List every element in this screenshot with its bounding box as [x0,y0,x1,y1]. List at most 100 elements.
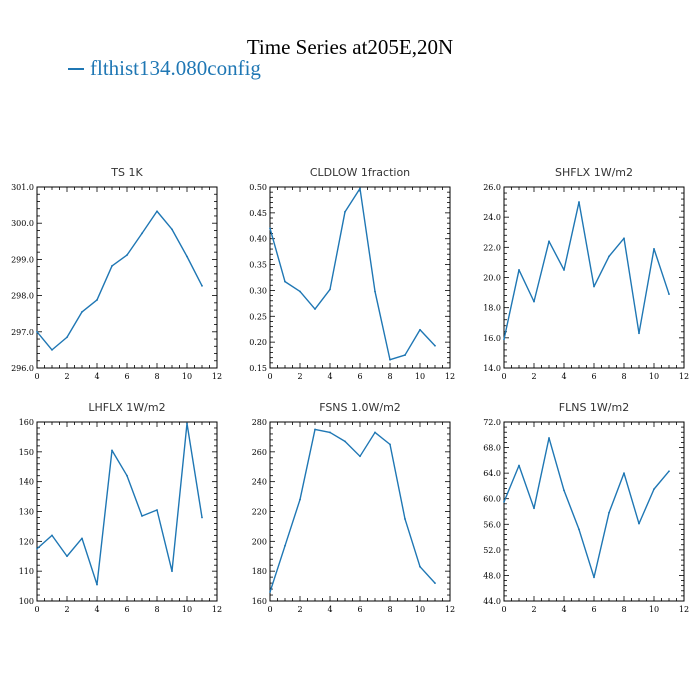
x-tick-label: 4 [327,372,332,381]
data-point [126,474,128,477]
x-tick-label: 4 [327,605,332,614]
data-point [111,449,113,452]
y-tick-label: 160 [19,418,34,427]
data-point [668,293,670,295]
panel-title: SHFLX 1W/m2 [555,166,633,179]
y-tick-label: 52.0 [483,546,501,555]
data-point [389,443,391,446]
series-line [503,437,670,579]
series-line [503,201,670,340]
y-tick-label: 298.0 [11,292,34,301]
y-tick-label: 68.0 [483,444,501,453]
x-tick-label: 10 [182,372,192,381]
legend: flthist134.080config [68,56,261,81]
x-tick-label: 8 [621,372,626,381]
panel-6: FLNS 1W/m2 0 2 4 6 8 10 12 44.0 48.0 52.0 56.0 60.0 6… [483,401,689,614]
y-tick-label: 297.0 [11,328,34,337]
data-point [434,582,436,584]
data-point [608,255,610,258]
y-tick-label: 160 [252,597,267,606]
data-point [186,422,188,425]
x-tick-label: 6 [591,605,596,614]
x-tick-label: 0 [267,605,272,614]
x-tick-label: 10 [415,372,425,381]
y-tick-label: 26.0 [483,183,501,192]
data-point [36,547,38,550]
x-tick-label: 8 [621,605,626,614]
x-tick-label: 4 [561,372,566,381]
y-tick-label: 24.0 [483,213,501,222]
data-point [578,528,580,531]
data-point [404,518,406,520]
x-tick-label: 10 [415,605,425,614]
y-tick-label: 180 [252,567,267,576]
x-tick-label: 2 [64,605,69,614]
x-tick-label: 2 [297,372,302,381]
data-point [503,338,505,341]
data-point [668,470,670,473]
y-tick-label: 150 [19,448,34,457]
data-point [548,437,550,439]
x-tick-label: 10 [182,605,192,614]
data-point [36,330,38,333]
x-tick-label: 12 [679,605,689,614]
data-point [269,227,271,230]
data-point [329,288,331,291]
data-point [623,237,625,240]
data-point [141,515,143,517]
x-tick-label: 0 [501,372,506,381]
data-point [344,210,346,213]
panel-title: CLDLOW 1fraction [310,166,410,179]
data-point [284,280,286,283]
y-tick-label: 64.0 [483,469,501,478]
x-tick-label: 8 [387,605,392,614]
y-tick-label: 100 [19,597,34,606]
y-tick-label: 260 [252,448,267,457]
data-point [344,440,346,443]
plot-frame [36,186,218,369]
x-tick-label: 6 [357,605,362,614]
data-point [201,516,203,519]
x-tick-label: 6 [124,605,129,614]
x-tick-label: 4 [561,605,566,614]
panel-5: FSNS 1.0W/m2 0 2 4 6 8 10 12 160 180 200 220 240 260 2… [252,401,455,614]
panel-title: LHFLX 1W/m2 [88,401,165,414]
data-point [126,254,128,256]
panel-title: FSNS 1.0W/m2 [319,401,401,414]
y-tick-label: 280 [252,418,267,427]
y-tick-label: 220 [252,508,267,517]
x-tick-label: 2 [531,605,536,614]
data-point [186,255,188,258]
panel-title: FLNS 1W/m2 [559,401,629,414]
x-tick-label: 12 [212,372,222,381]
x-tick-label: 10 [649,605,659,614]
data-point [533,507,535,510]
data-point [389,358,391,361]
y-tick-label: 0.30 [249,286,267,295]
y-tick-label: 140 [19,478,34,487]
figure-title: Time Series at205E,20N [246,35,454,59]
data-point [638,522,640,525]
y-tick-label: 0.15 [249,364,267,373]
data-point [578,201,580,203]
data-point [638,332,640,335]
data-point [359,455,361,458]
data-point [156,210,158,213]
x-tick-label: 12 [445,372,455,381]
x-tick-label: 10 [649,372,659,381]
y-tick-label: 0.20 [249,338,267,347]
data-point [299,290,301,293]
data-point [96,299,98,301]
series-line [36,210,203,351]
panel-3: SHFLX 1W/m2 0 2 4 6 8 10 12 14.0 16.0 18.0 20.0 22.0… [483,166,689,381]
data-point [81,310,83,313]
y-tick-label: 110 [19,567,34,576]
data-point [518,269,520,271]
x-tick-label: 4 [94,372,99,381]
data-point [359,187,361,190]
x-tick-label: 0 [34,372,39,381]
series-line [269,428,436,593]
data-point [374,431,376,434]
y-tick-label: 44.0 [483,597,501,606]
x-tick-label: 0 [267,372,272,381]
